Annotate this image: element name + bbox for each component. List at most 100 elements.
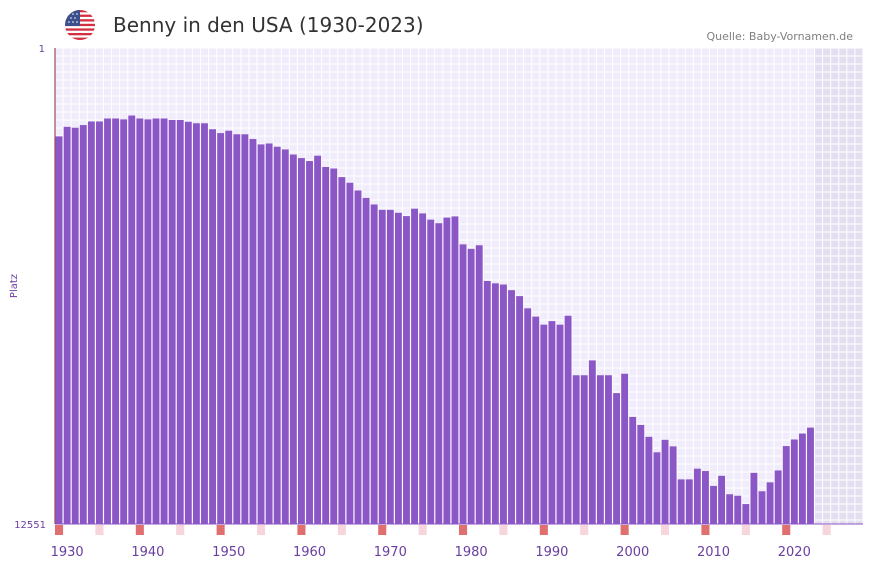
bar-2005: [669, 446, 677, 524]
decade-marker-2019: [782, 525, 791, 535]
bar-1955: [265, 143, 273, 524]
bar-1950: [225, 130, 233, 524]
bar-2006: [677, 479, 685, 524]
bar-1970: [386, 209, 394, 524]
bar-2000: [629, 416, 637, 524]
bar-1931: [71, 127, 79, 524]
bar-1985: [508, 290, 515, 524]
bar-1997: [605, 375, 612, 524]
bar-1981: [475, 245, 483, 524]
bar-1952: [241, 134, 249, 524]
decade-marker-1959: [297, 525, 306, 535]
bar-1994: [580, 375, 588, 524]
decade-marker-1994: [580, 525, 589, 535]
decade-marker-1979: [459, 525, 468, 535]
bar-1951: [233, 134, 241, 524]
decade-marker-1934: [95, 525, 104, 535]
bar-1946: [192, 123, 200, 524]
decade-marker-1999: [620, 525, 629, 535]
bar-1961: [314, 155, 322, 524]
bar-1937: [120, 119, 128, 525]
bar-1984: [500, 284, 507, 524]
bar-2016: [758, 491, 766, 524]
bar-1972: [403, 216, 410, 524]
bar-2009: [702, 471, 709, 524]
bar-1983: [491, 283, 499, 524]
chart-title: Benny in den USA (1930-2023): [113, 13, 424, 37]
bar-1938: [128, 115, 136, 524]
decade-marker-1939: [135, 525, 144, 535]
bar-2019: [782, 446, 790, 524]
bar-1956: [273, 146, 281, 524]
bar-1975: [427, 219, 435, 524]
bar-1990: [548, 321, 556, 524]
bar-2018: [774, 470, 782, 524]
bar-1996: [596, 375, 604, 524]
bar-2015: [750, 472, 758, 524]
bar-1966: [354, 190, 362, 524]
x-tick-label-2020: 2020: [778, 545, 811, 560]
bar-1962: [322, 167, 330, 524]
bar-1934: [96, 121, 103, 525]
x-tick-label-2000: 2000: [616, 545, 649, 560]
bar-2014: [742, 504, 750, 524]
bar-1976: [435, 223, 443, 525]
bar-1977: [443, 217, 451, 524]
bar-1939: [136, 118, 144, 524]
bar-1998: [613, 393, 620, 524]
bar-2008: [693, 468, 701, 524]
bar-2012: [726, 494, 734, 524]
bar-2004: [661, 439, 669, 524]
bar-2021: [798, 433, 806, 524]
bar-1980: [467, 248, 475, 524]
bar-1930: [63, 126, 71, 525]
bar-2020: [790, 439, 798, 524]
bar-1957: [281, 149, 289, 524]
bar-1953: [249, 139, 257, 524]
decade-marker-2009: [701, 525, 710, 535]
bar-2003: [653, 452, 661, 524]
y-tick-label-top: 1: [39, 44, 45, 55]
bar-2001: [637, 424, 645, 524]
bar-1933: [87, 121, 95, 525]
bar-1936: [112, 118, 120, 524]
bar-1943: [168, 119, 176, 525]
bar-1974: [419, 213, 427, 524]
bar-1942: [160, 118, 168, 524]
decade-marker-1929: [55, 525, 64, 535]
decade-marker-1944: [176, 525, 185, 535]
decade-marker-1964: [337, 525, 346, 535]
bar-1967: [362, 197, 370, 524]
bar-2002: [645, 436, 653, 524]
bar-1982: [483, 280, 491, 524]
bar-1948: [209, 129, 216, 524]
usa-flag-icon: [65, 10, 95, 40]
bar-1954: [257, 144, 265, 524]
decade-marker-1954: [257, 525, 266, 535]
bar-1941: [152, 118, 160, 524]
x-tick-label-1960: 1960: [293, 545, 326, 560]
x-tick-label-1940: 1940: [131, 545, 164, 560]
bar-2013: [734, 495, 742, 524]
y-axis-title: Platz: [9, 274, 20, 298]
x-tick-label-2010: 2010: [697, 545, 730, 560]
bar-2007: [685, 479, 693, 524]
bar-1987: [524, 308, 532, 524]
decade-marker-1974: [418, 525, 427, 535]
decade-marker-1969: [378, 525, 387, 535]
decade-marker-2014: [741, 525, 750, 535]
decade-marker-1984: [499, 525, 508, 535]
bar-1945: [184, 121, 192, 524]
decade-marker-1989: [539, 525, 548, 535]
bar-1995: [588, 360, 596, 524]
source-label: Quelle: Baby-Vornamen.de: [706, 30, 853, 43]
bar-1963: [330, 168, 338, 525]
bar-1991: [556, 324, 564, 524]
bar-1940: [144, 119, 152, 525]
bar-1944: [176, 119, 184, 525]
bar-1959: [298, 158, 305, 524]
bar-1986: [516, 296, 524, 524]
bar-2011: [718, 475, 726, 524]
decade-marker-2004: [661, 525, 670, 535]
